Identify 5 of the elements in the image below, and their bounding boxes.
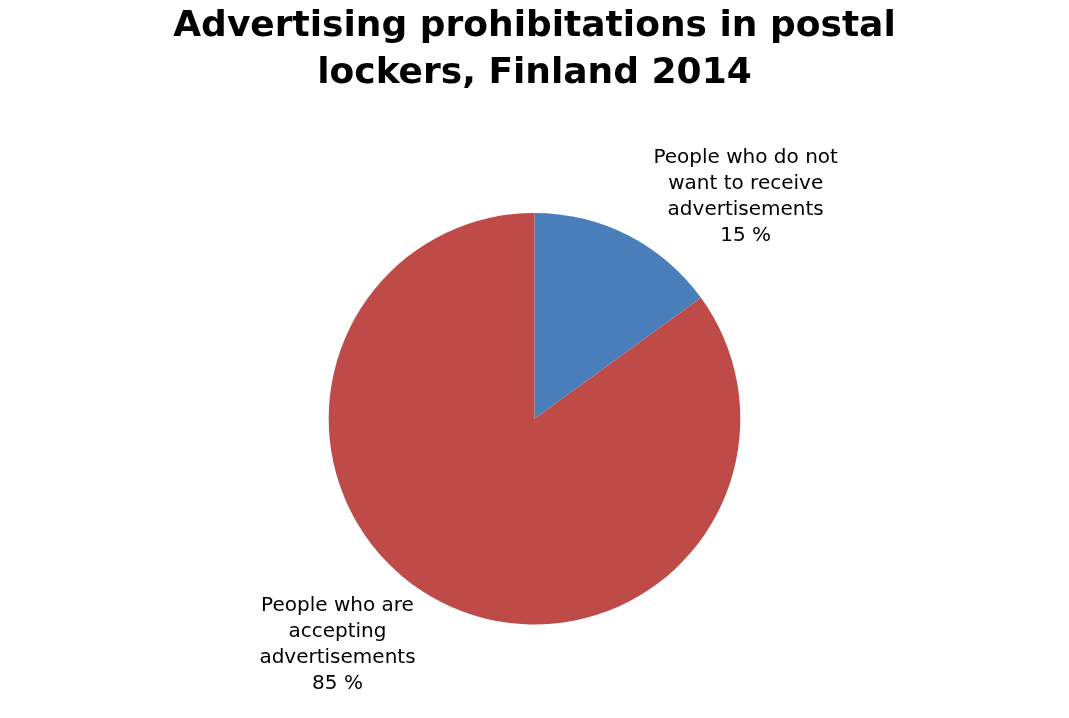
slice-label: People who do not want to receive advertisements [653, 143, 839, 220]
slice-label: People who are accepting advertisements [259, 591, 416, 668]
chart-title: Advertising prohibitations in postal lockers, Finland 2014 [173, 2, 896, 91]
data-label: 85 % [312, 669, 363, 694]
data-label: 15 % [720, 221, 772, 246]
